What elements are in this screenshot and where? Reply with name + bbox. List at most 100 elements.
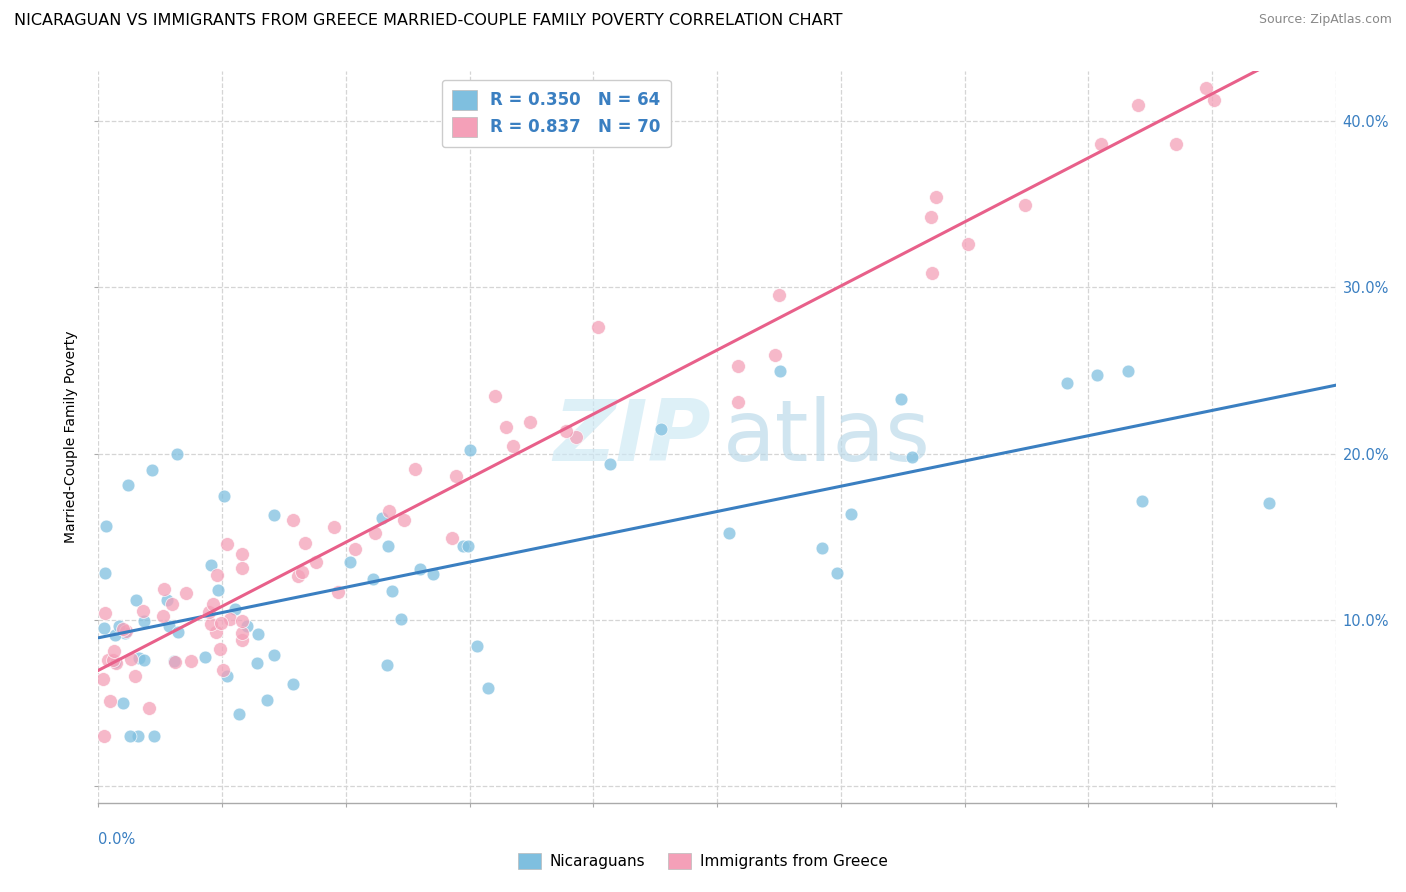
Point bbox=[93, 729, 115, 743]
Point bbox=[381, 583, 404, 598]
Point bbox=[200, 617, 222, 632]
Point bbox=[91, 672, 114, 686]
Point bbox=[246, 626, 269, 640]
Point bbox=[224, 602, 246, 616]
Point bbox=[152, 609, 174, 624]
Point bbox=[326, 585, 349, 599]
Point bbox=[900, 450, 922, 465]
Point bbox=[811, 541, 834, 556]
Point bbox=[160, 598, 183, 612]
Point bbox=[118, 729, 141, 743]
Point bbox=[132, 603, 155, 617]
Point bbox=[201, 597, 224, 611]
Point bbox=[231, 561, 253, 575]
Legend: R = 0.350   N = 64, R = 0.837   N = 70: R = 0.350 N = 64, R = 0.837 N = 70 bbox=[441, 79, 671, 147]
Text: atlas: atlas bbox=[723, 395, 931, 479]
Point bbox=[477, 681, 499, 695]
Point bbox=[727, 359, 749, 374]
Point bbox=[588, 320, 610, 334]
Point bbox=[920, 211, 942, 225]
Point bbox=[108, 619, 131, 633]
Point bbox=[565, 429, 588, 443]
Point bbox=[444, 469, 467, 483]
Point bbox=[209, 642, 232, 657]
Point bbox=[1090, 136, 1112, 151]
Point bbox=[457, 539, 479, 553]
Point bbox=[1130, 493, 1153, 508]
Text: Source: ZipAtlas.com: Source: ZipAtlas.com bbox=[1258, 13, 1392, 27]
Point bbox=[157, 619, 180, 633]
Point bbox=[1087, 368, 1109, 382]
Point bbox=[364, 525, 387, 540]
Point bbox=[404, 461, 426, 475]
Point bbox=[422, 567, 444, 582]
Point bbox=[127, 729, 149, 743]
Point bbox=[231, 626, 253, 640]
Point bbox=[94, 566, 117, 580]
Point bbox=[124, 669, 146, 683]
Point bbox=[200, 558, 222, 572]
Point bbox=[101, 653, 124, 667]
Point bbox=[94, 606, 117, 620]
Legend: Nicaraguans, Immigrants from Greece: Nicaraguans, Immigrants from Greece bbox=[512, 847, 894, 875]
Point bbox=[115, 624, 138, 639]
Point bbox=[921, 266, 943, 280]
Point bbox=[555, 424, 578, 438]
Point bbox=[263, 648, 285, 662]
Point bbox=[174, 586, 197, 600]
Point bbox=[339, 555, 361, 569]
Point bbox=[344, 541, 367, 556]
Point bbox=[375, 658, 398, 673]
Point bbox=[768, 288, 790, 302]
Point bbox=[467, 639, 489, 653]
Point bbox=[204, 624, 226, 639]
Point bbox=[361, 572, 384, 586]
Point bbox=[112, 696, 135, 710]
Point bbox=[207, 583, 229, 598]
Point bbox=[205, 568, 228, 582]
Point bbox=[156, 592, 179, 607]
Point bbox=[440, 531, 463, 545]
Point bbox=[166, 447, 188, 461]
Point bbox=[231, 547, 253, 561]
Point bbox=[124, 593, 146, 607]
Point bbox=[1126, 97, 1149, 112]
Point bbox=[214, 489, 236, 503]
Point bbox=[1116, 363, 1139, 377]
Point bbox=[105, 656, 128, 670]
Point bbox=[378, 504, 401, 518]
Point bbox=[256, 693, 278, 707]
Point bbox=[1195, 81, 1218, 95]
Point bbox=[650, 422, 672, 436]
Point bbox=[104, 656, 127, 670]
Point bbox=[825, 566, 848, 581]
Point bbox=[167, 624, 190, 639]
Point bbox=[484, 389, 506, 403]
Point bbox=[389, 612, 412, 626]
Y-axis label: Married-Couple Family Poverty: Married-Couple Family Poverty bbox=[65, 331, 79, 543]
Point bbox=[957, 237, 980, 252]
Text: NICARAGUAN VS IMMIGRANTS FROM GREECE MARRIED-COUPLE FAMILY POVERTY CORRELATION C: NICARAGUAN VS IMMIGRANTS FROM GREECE MAR… bbox=[14, 13, 842, 29]
Point bbox=[142, 729, 165, 743]
Point bbox=[599, 457, 621, 471]
Point bbox=[235, 619, 257, 633]
Point bbox=[281, 513, 304, 527]
Point bbox=[138, 700, 160, 714]
Point bbox=[215, 536, 238, 550]
Point bbox=[451, 540, 474, 554]
Point bbox=[458, 442, 481, 457]
Point bbox=[97, 653, 120, 667]
Point bbox=[163, 654, 186, 668]
Point bbox=[1166, 136, 1188, 151]
Point bbox=[231, 632, 253, 647]
Point bbox=[198, 605, 221, 619]
Point bbox=[180, 654, 202, 668]
Point bbox=[1014, 198, 1036, 212]
Point bbox=[228, 706, 250, 721]
Point bbox=[120, 652, 142, 666]
Point bbox=[323, 520, 346, 534]
Point bbox=[218, 612, 240, 626]
Point bbox=[763, 348, 786, 362]
Point bbox=[727, 395, 749, 409]
Point bbox=[839, 507, 862, 521]
